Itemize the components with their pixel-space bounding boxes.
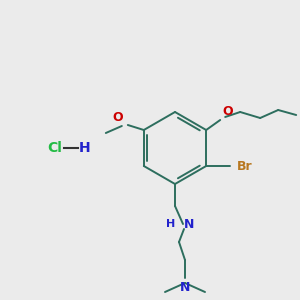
Text: H: H: [166, 219, 175, 229]
Text: O: O: [112, 111, 123, 124]
Text: N: N: [184, 218, 194, 230]
Text: O: O: [222, 105, 233, 118]
Text: Cl: Cl: [48, 141, 62, 155]
Text: N: N: [180, 281, 190, 294]
Text: Br: Br: [237, 160, 253, 172]
Text: H: H: [79, 141, 91, 155]
